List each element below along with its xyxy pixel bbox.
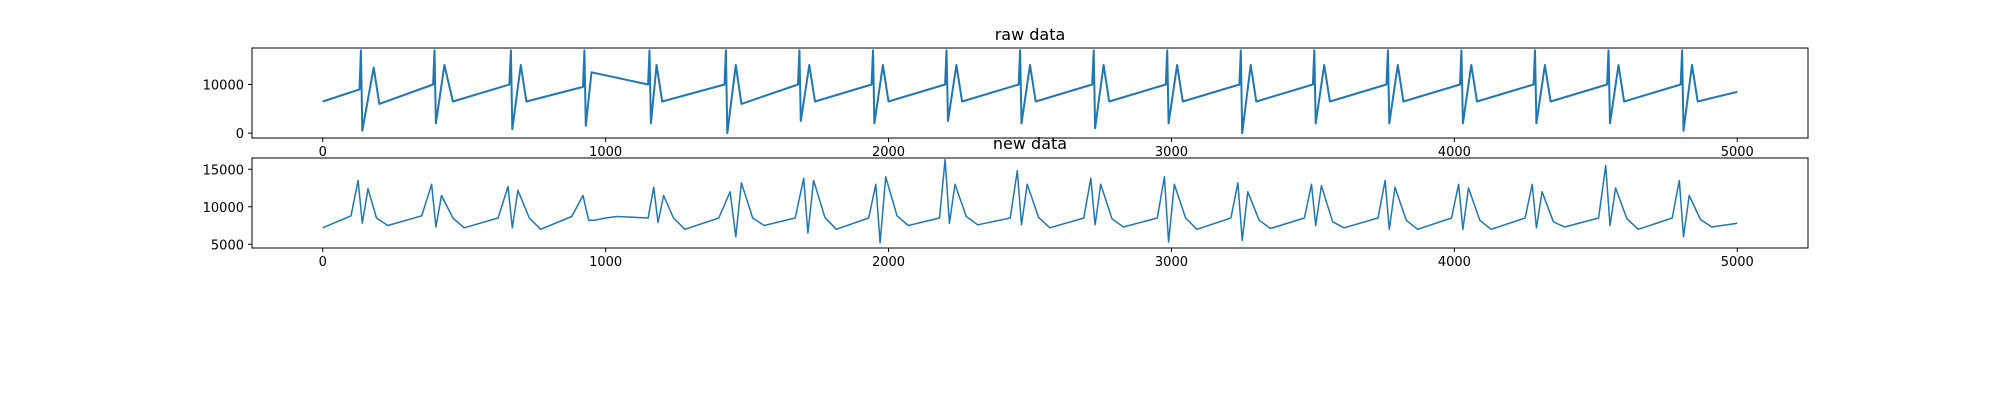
raw-data-x-tick-label: 2000 [872, 145, 905, 160]
raw-data-series-line [322, 49, 1738, 135]
raw-data-y-tick-label: 10000 [203, 78, 244, 93]
new-data-x-tick-label: 4000 [1438, 255, 1471, 270]
raw-data-x-tick-label: 4000 [1438, 145, 1471, 160]
raw-data-y-tick-label: 0 [236, 127, 244, 142]
raw-data-axes: raw data 0 1000 2000 3000 4000 5000 0 10000 [203, 25, 1809, 160]
new-data-x-tick-label: 1000 [589, 255, 622, 270]
raw-data-x-tick-label: 1000 [589, 145, 622, 160]
new-data-x-tick-label: 0 [319, 255, 327, 270]
new-data-y-tick-label: 15000 [203, 163, 244, 178]
new-data-plot-area [322, 158, 1738, 244]
new-data-series-line [322, 158, 1738, 244]
new-data-ticks: 0 1000 2000 3000 4000 5000 5000 10000 15000 [203, 163, 1754, 270]
raw-data-plot-area [322, 49, 1738, 135]
raw-data-frame [251, 47, 1809, 139]
new-data-x-tick-label: 5000 [1721, 255, 1754, 270]
raw-data-title: raw data [995, 25, 1066, 44]
new-data-frame [251, 157, 1809, 249]
new-data-title: new data [993, 134, 1067, 153]
new-data-y-tick-label: 5000 [211, 238, 244, 253]
new-data-axes: new data 0 1000 2000 3000 4000 50005000100001… [203, 134, 1809, 270]
raw-data-x-tick-label: 3000 [1155, 145, 1188, 160]
new-data-x-tick-label: 3000 [1155, 255, 1188, 270]
raw-data-ticks: 0 1000 2000 3000 4000 5000 0 10000 [203, 78, 1754, 160]
raw-data-x-tick-label: 5000 [1721, 145, 1754, 160]
raw-data-x-tick-label: 0 [319, 145, 327, 160]
new-data-x-tick-label: 2000 [872, 255, 905, 270]
new-data-y-tick-label: 10000 [203, 201, 244, 216]
